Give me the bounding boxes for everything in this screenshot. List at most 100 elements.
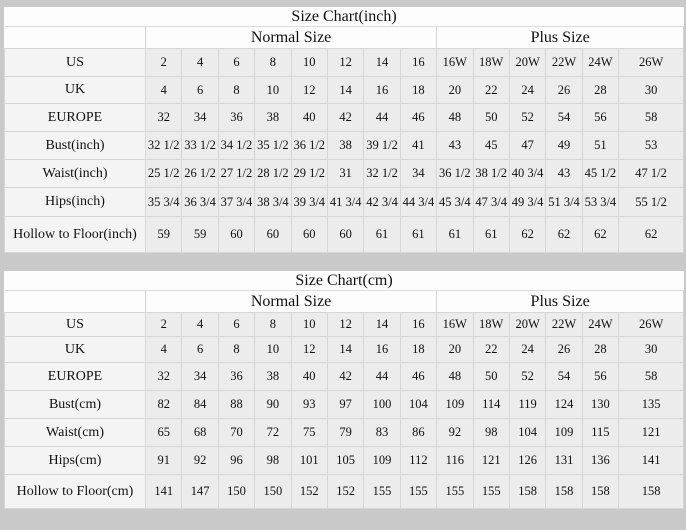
- table-row: Hips(inch) 35 3/4 36 3/4 37 3/4 38 3/4 39 3/4…: [4, 187, 685, 217]
- row-label: UK: [4, 76, 146, 104]
- size-value-cell: 119: [508, 390, 547, 419]
- size-value-cell: 48: [436, 362, 474, 391]
- size-value-cell: 70: [217, 418, 256, 447]
- size-value-cell: 126: [508, 446, 547, 475]
- size-value-cell: 35 3/4: [144, 187, 183, 217]
- size-value-cell: 33 1/2: [181, 131, 219, 160]
- size-value-cell: 58: [618, 103, 685, 132]
- size-value-cell: 46: [399, 103, 438, 132]
- size-value-cell: 75: [290, 418, 328, 447]
- table-row: Bust(cm) 82 84 88 90 93 97 100 104 109 114 119 124 13…: [4, 390, 685, 419]
- size-value-cell: 72: [254, 418, 292, 447]
- size-value-cell: 51 3/4: [545, 187, 583, 217]
- size-value-cell: 34 1/2: [217, 131, 256, 160]
- size-value-cell: 56: [581, 103, 620, 132]
- size-value-cell: 8: [254, 48, 292, 77]
- size-value-cell: 6: [181, 336, 219, 363]
- size-value-cell: 30: [618, 336, 685, 363]
- size-value-cell: 8: [217, 336, 256, 363]
- size-value-cell: 12: [290, 76, 328, 104]
- row-label: UK: [4, 336, 146, 363]
- size-value-cell: 112: [399, 446, 438, 475]
- row-label: US: [4, 312, 146, 337]
- size-value-cell: 40: [290, 103, 328, 132]
- table-row: US 2 4 6 8 10 12 14 16 16W 18W 20W 22W 24W 26W: [4, 48, 685, 77]
- size-value-cell: 42 3/4: [363, 187, 401, 217]
- size-value-cell: 14: [326, 76, 365, 104]
- size-value-cell: 65: [144, 418, 183, 447]
- size-value-cell: 55 1/2: [618, 187, 685, 217]
- size-value-cell: 43: [436, 131, 474, 160]
- size-value-cell: 136: [581, 446, 620, 475]
- size-value-cell: 22W: [545, 48, 583, 77]
- size-value-cell: 28: [581, 336, 620, 363]
- size-value-cell: 18: [399, 336, 438, 363]
- size-value-cell: 98: [472, 418, 510, 447]
- plus-size-header: Plus Size: [436, 26, 685, 49]
- size-value-cell: 32 1/2: [144, 131, 183, 160]
- size-value-cell: 109: [363, 446, 401, 475]
- size-value-cell: 56: [581, 362, 620, 391]
- size-value-cell: 45 3/4: [436, 187, 474, 217]
- table-row: Hips(cm) 91 92 96 98 101 105 109 112 116 121 126 131…: [4, 446, 685, 475]
- size-value-cell: 16: [399, 312, 438, 337]
- size-value-cell: 16: [399, 48, 438, 77]
- size-value-cell: 82: [144, 390, 183, 419]
- normal-size-header: Normal Size: [144, 26, 438, 49]
- size-value-cell: 60: [326, 216, 365, 253]
- size-value-cell: 34: [181, 103, 219, 132]
- size-value-cell: 61: [399, 216, 438, 253]
- size-value-cell: 93: [290, 390, 328, 419]
- size-value-cell: 4: [181, 48, 219, 77]
- size-value-cell: 28 1/2: [254, 159, 292, 188]
- size-value-cell: 88: [217, 390, 256, 419]
- row-label: Hips(inch): [4, 187, 146, 217]
- size-value-cell: 38: [254, 103, 292, 132]
- size-value-cell: 124: [545, 390, 583, 419]
- size-value-cell: 25 1/2: [144, 159, 183, 188]
- size-value-cell: 39 1/2: [363, 131, 401, 160]
- size-value-cell: 43: [545, 159, 583, 188]
- size-value-cell: 96: [217, 446, 256, 475]
- size-value-cell: 20: [436, 336, 474, 363]
- size-value-cell: 8: [254, 312, 292, 337]
- row-label: Hips(cm): [4, 446, 146, 475]
- table-row: Bust(inch) 32 1/2 33 1/2 34 1/2 35 1/2 36 1/2…: [4, 131, 685, 160]
- size-value-cell: 8: [217, 76, 256, 104]
- size-value-cell: 49 3/4: [508, 187, 547, 217]
- table-row: Hollow to Floor(cm) 141 147 150 150 152 152 155…: [4, 474, 685, 509]
- size-value-cell: 147: [181, 474, 219, 509]
- size-value-cell: 60: [290, 216, 328, 253]
- size-value-cell: 10: [290, 312, 328, 337]
- size-value-cell: 92: [181, 446, 219, 475]
- size-value-cell: 38 1/2: [472, 159, 510, 188]
- size-value-cell: 38: [254, 362, 292, 391]
- size-value-cell: 155: [399, 474, 438, 509]
- size-value-cell: 83: [363, 418, 401, 447]
- size-value-cell: 12: [326, 48, 365, 77]
- size-value-cell: 61: [472, 216, 510, 253]
- size-value-cell: 26W: [618, 312, 685, 337]
- size-value-cell: 24W: [581, 48, 620, 77]
- size-value-cell: 22W: [545, 312, 583, 337]
- size-value-cell: 16: [363, 76, 401, 104]
- size-value-cell: 68: [181, 418, 219, 447]
- size-value-cell: 158: [545, 474, 583, 509]
- size-value-cell: 6: [217, 48, 256, 77]
- size-value-cell: 52: [508, 103, 547, 132]
- size-value-cell: 16W: [436, 48, 474, 77]
- table-row: US 2 4 6 8 10 12 14 16 16W 18W 20W 22W 24W 26W: [4, 312, 685, 337]
- table-row: EUROPE 32 34 36 38 40 42 44 46 48 50 52 54 56 58: [4, 103, 685, 132]
- size-table: Size Chart(inch) Normal Size Plus Size US 2 4…: [4, 7, 685, 253]
- size-value-cell: 141: [618, 446, 685, 475]
- row-label: Waist(cm): [4, 418, 146, 447]
- size-table: Size Chart(cm) Normal Size Plus Size US 2 4 6 8…: [4, 271, 685, 509]
- size-value-cell: 42: [326, 362, 365, 391]
- size-value-cell: 47: [508, 131, 547, 160]
- size-value-cell: 26: [545, 76, 583, 104]
- chart-title: Size Chart(cm): [4, 271, 684, 291]
- size-value-cell: 53 3/4: [581, 187, 620, 217]
- size-value-cell: 155: [472, 474, 510, 509]
- table-row: UK 4 6 8 10 12 14 16 18 20 22 24 26 28 30: [4, 76, 685, 104]
- size-value-cell: 109: [436, 390, 474, 419]
